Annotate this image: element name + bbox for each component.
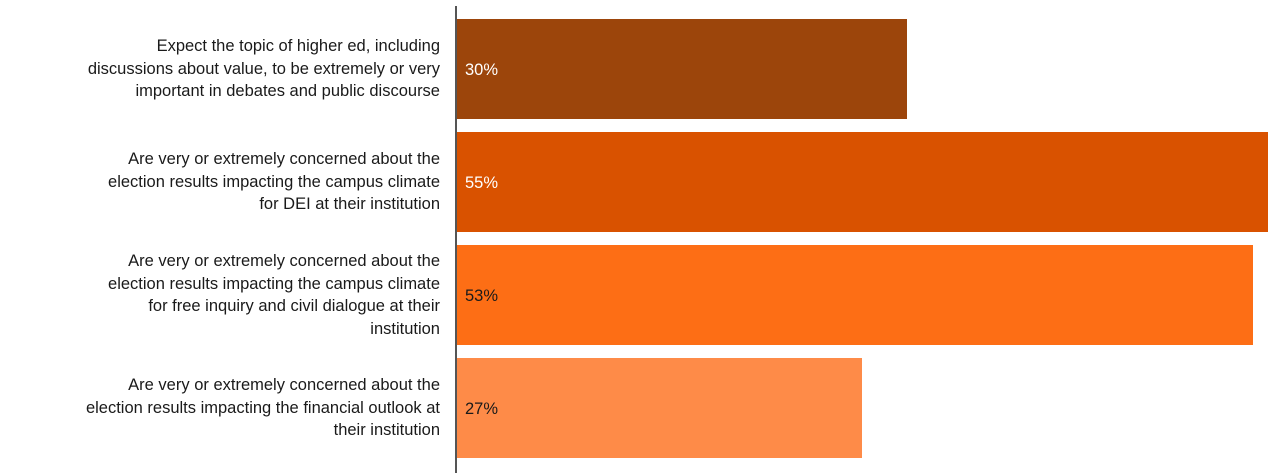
category-label-3-line-4: institution: [370, 319, 440, 338]
category-label-4-line-3: their institution: [333, 421, 440, 440]
category-label-2: Are very or extremely concerned about th…: [0, 148, 440, 216]
category-label-1-line-2: discussions about value, to be extremely…: [87, 59, 440, 78]
category-label-1-line-3: important in debates and public discours…: [135, 82, 440, 101]
value-label-2: 55%: [465, 174, 498, 192]
category-label-3-line-1: Are very or extremely concerned about th…: [128, 252, 440, 270]
category-label-4: Are very or extremely concerned about th…: [0, 374, 440, 442]
bar-2: [456, 132, 1268, 232]
bar-4: [456, 358, 862, 458]
value-label-4: 27%: [465, 400, 498, 418]
category-label-3-line-3: for free inquiry and civil dialogue at t…: [148, 297, 440, 315]
category-label-2-line-3: for DEI at their institution: [259, 195, 440, 214]
value-label-1: 30%: [465, 61, 498, 79]
category-label-1-line-1: Expect the topic of higher ed, including: [156, 37, 440, 56]
category-label-2-line-1: Are very or extremely concerned about th…: [128, 150, 440, 169]
value-label-3: 53%: [465, 287, 498, 305]
bar-3: [456, 245, 1253, 345]
category-label-4-line-1: Are very or extremely concerned about th…: [128, 376, 440, 395]
category-label-4-line-2: election results impacting the financial…: [85, 398, 440, 417]
category-label-2-line-2: election results impacting the campus cl…: [108, 172, 440, 191]
category-label-3-line-2: election results impacting the campus cl…: [108, 274, 440, 293]
category-label-3: Are very or extremely concerned about th…: [0, 250, 440, 340]
category-label-1: Expect the topic of higher ed, including…: [0, 35, 440, 103]
bar-1: [456, 19, 907, 119]
